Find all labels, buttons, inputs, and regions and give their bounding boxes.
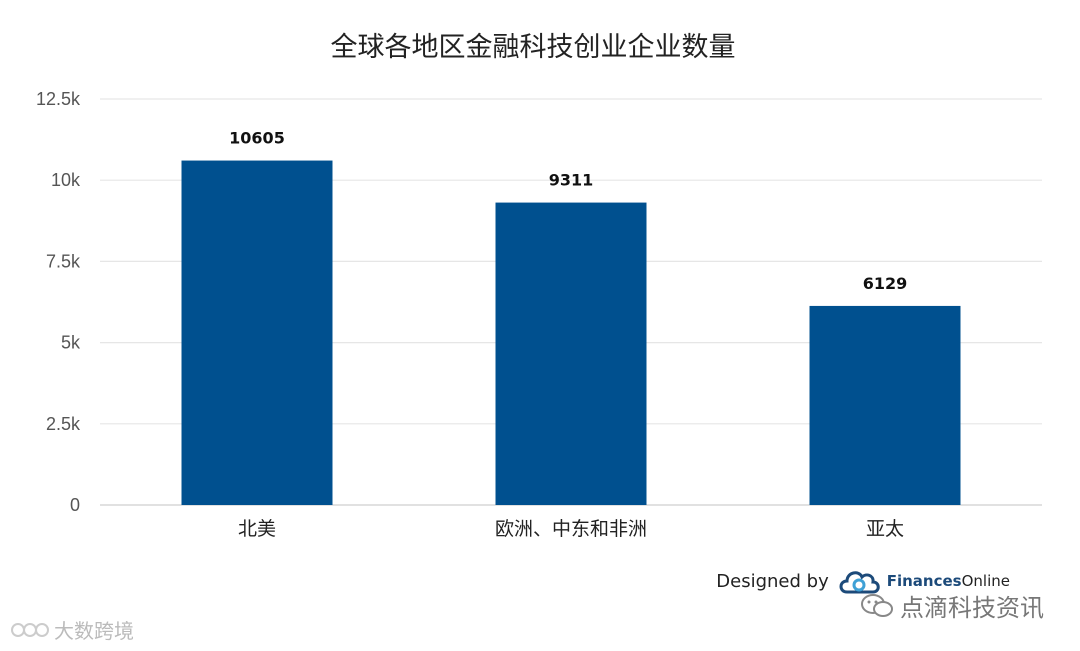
designed-by-label: Designed by (716, 570, 829, 592)
bar (809, 305, 961, 505)
y-axis-ticks: 0 2.5k 5k 7.5k 10k 12.5k (36, 89, 81, 515)
y-tick-label: 12.5k (36, 89, 81, 109)
y-tick-label: 5k (61, 333, 81, 353)
chart-title: 全球各地区金融科技创业企业数量 (331, 32, 736, 63)
watermark-right-text: 点滴科技资讯 (900, 594, 1044, 622)
data-labels: 10605 9311 6129 (229, 129, 907, 293)
watermark-left-text: 大数跨境 (54, 619, 134, 643)
bar (495, 202, 647, 505)
x-category-label: 亚太 (866, 518, 904, 540)
financesonline-logo: FinancesOnline (837, 566, 1010, 596)
cloud-icon (839, 571, 880, 594)
logo-text-finances: Finances (886, 572, 962, 590)
logo-text-online: Online (961, 572, 1010, 590)
y-tick-label: 0 (70, 495, 80, 515)
data-label: 6129 (863, 274, 908, 293)
wechat-icon (861, 593, 893, 617)
y-tick-label: 10k (51, 170, 81, 190)
watermark-right: 点滴科技资讯 (860, 588, 1044, 623)
y-tick-label: 7.5k (46, 251, 81, 271)
bar (181, 160, 333, 505)
data-label: 10605 (229, 129, 285, 148)
y-tick-label: 2.5k (46, 414, 81, 434)
data-label: 9311 (549, 171, 594, 190)
watermark-left: 大数跨境 (10, 615, 134, 644)
x-axis-categories: 北美 欧洲、中东和非洲 亚太 (238, 518, 904, 540)
x-category-label: 欧洲、中东和非洲 (495, 518, 647, 540)
logo-icon (11, 622, 49, 637)
designer-credit: Designed by FinancesOnline (716, 566, 1010, 596)
x-category-label: 北美 (238, 518, 276, 540)
bars (181, 160, 961, 505)
